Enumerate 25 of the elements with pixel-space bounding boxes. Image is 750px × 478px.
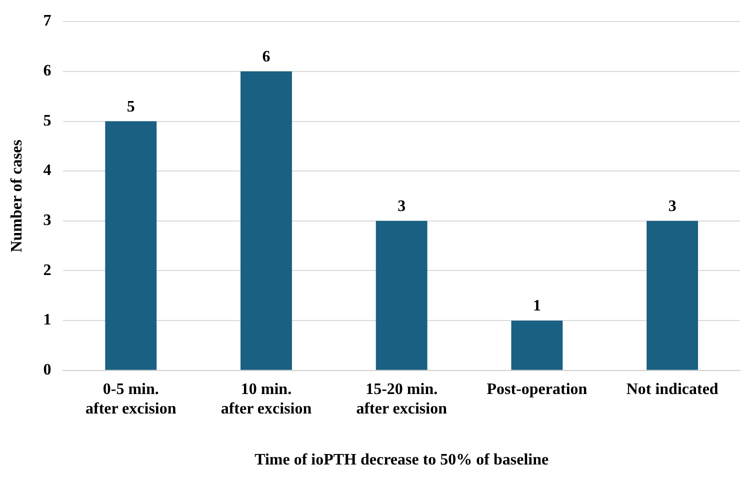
bar	[240, 71, 292, 370]
bar	[646, 220, 698, 370]
y-tick-label: 1	[43, 312, 52, 329]
y-axis-title: Number of cases	[8, 140, 26, 252]
bar	[105, 121, 157, 370]
x-tick-label: 10 min. after excision	[220, 381, 312, 418]
data-label: 3	[668, 198, 676, 216]
data-label: 5	[126, 98, 135, 116]
y-tick-label: 0	[43, 362, 52, 379]
bar	[511, 320, 563, 370]
data-label: 3	[398, 198, 406, 216]
x-tick-label: Post-operation	[486, 381, 588, 398]
y-tick-label: 7	[43, 12, 52, 30]
bar	[376, 220, 428, 370]
x-tick-label: 0-5 min. after excision	[85, 381, 176, 418]
y-tick-label: 6	[43, 62, 52, 80]
x-axis-title: Time of ioPTH decrease to 50% of baseline	[254, 452, 549, 469]
x-tick-label: Not indicated	[626, 381, 718, 398]
data-label: 1	[532, 298, 541, 315]
data-label: 6	[262, 48, 270, 66]
y-tick-label: 2	[43, 262, 52, 279]
y-tick-label: 4	[43, 162, 52, 180]
x-tick-label: 15-20 min. after excision	[356, 381, 448, 418]
y-tick-label: 5	[43, 112, 52, 130]
y-tick-label: 3	[43, 212, 52, 230]
